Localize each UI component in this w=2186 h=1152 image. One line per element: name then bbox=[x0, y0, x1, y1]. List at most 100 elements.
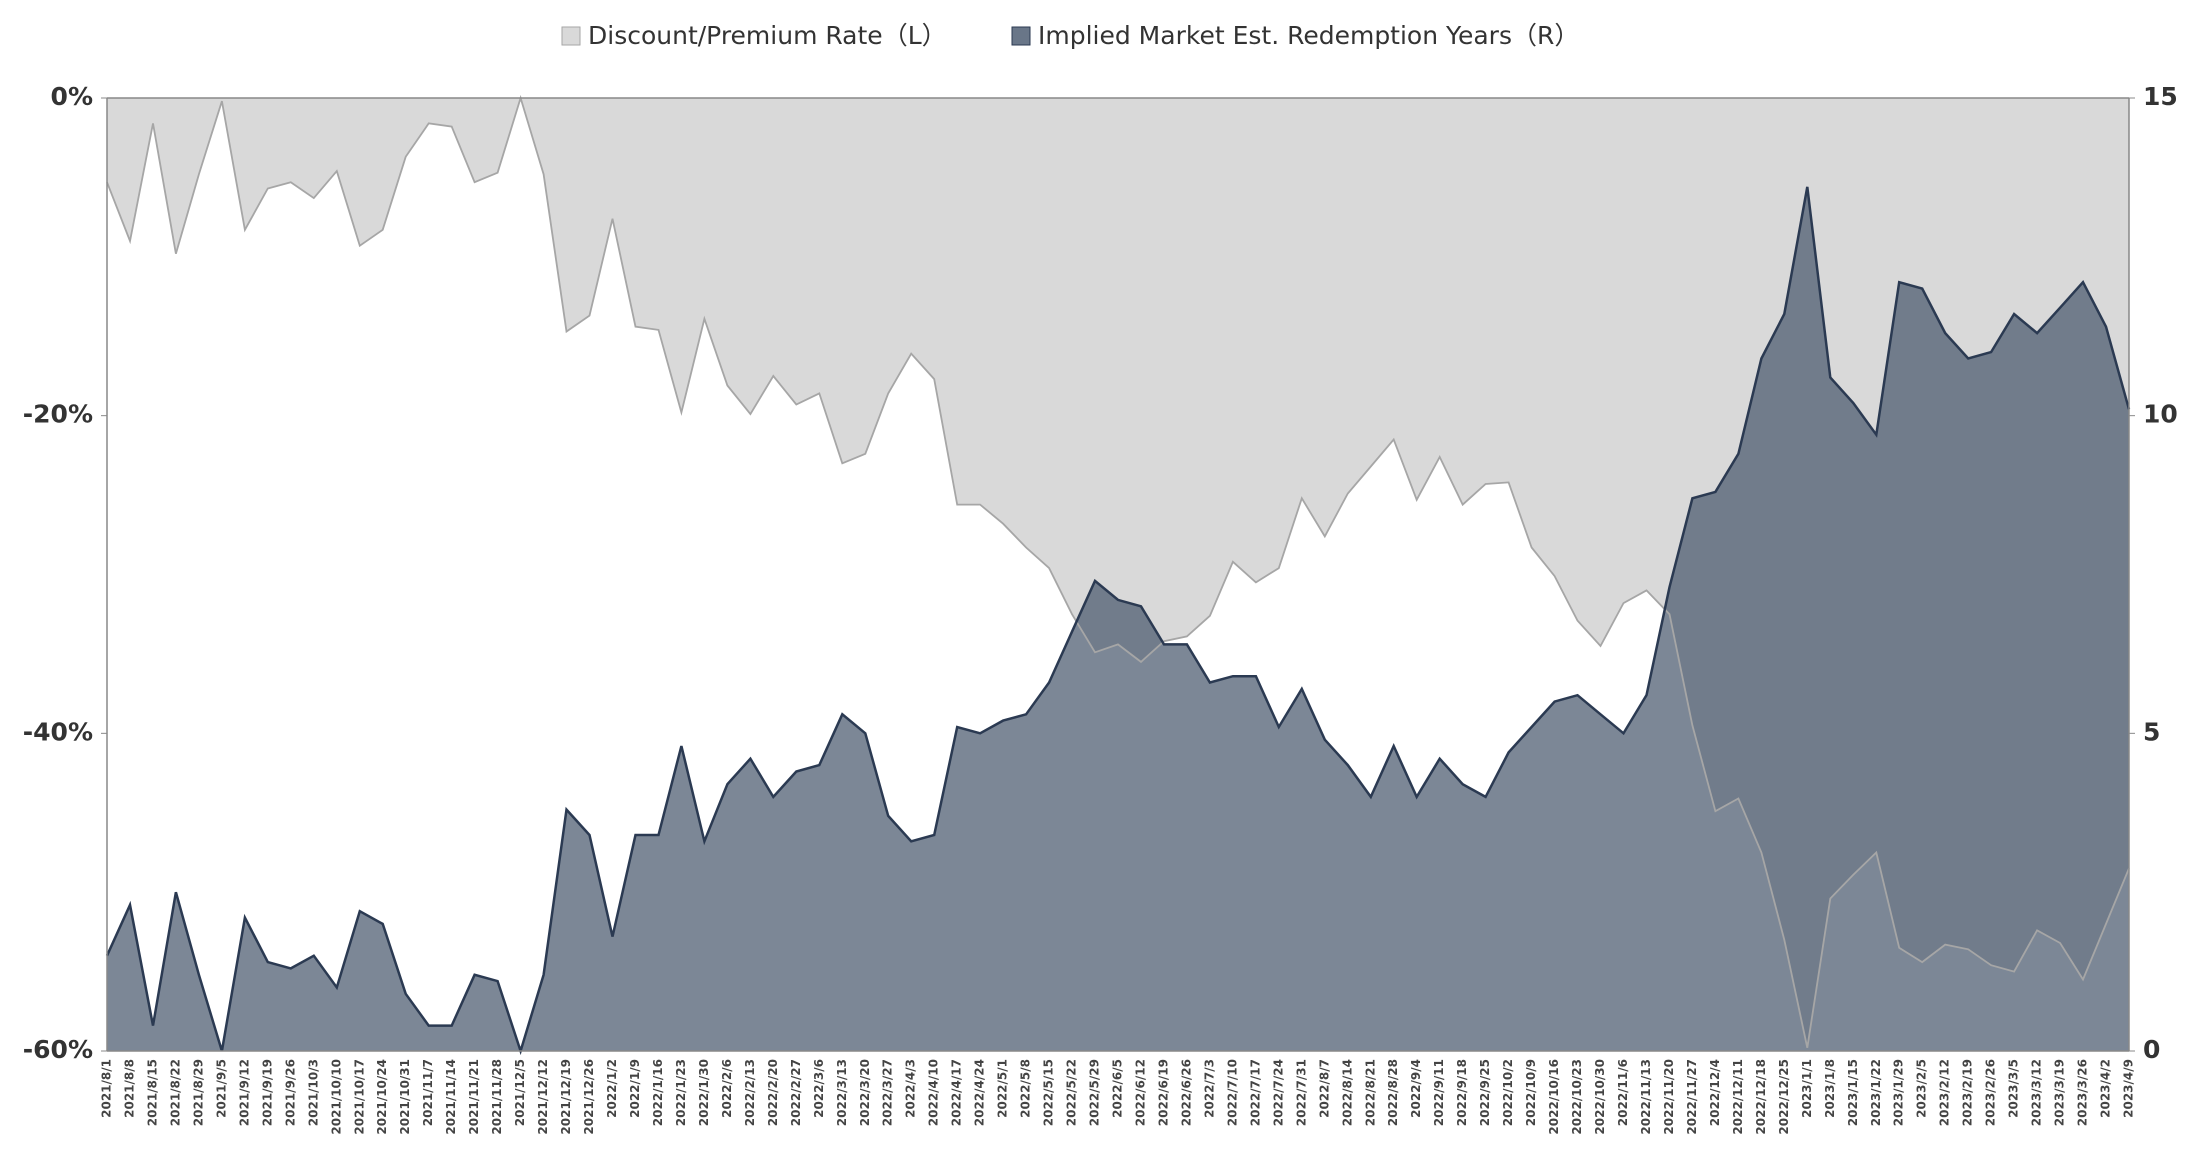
x-tick-label: 2022/4/24 bbox=[973, 1059, 987, 1126]
area bbox=[107, 98, 2129, 1048]
x-tick-label: 2022/1/16 bbox=[651, 1059, 665, 1126]
x-tick-label: 2021/8/1 bbox=[100, 1059, 114, 1118]
x-tick-label: 2022/3/27 bbox=[881, 1059, 895, 1126]
x-tick-label: 2023/3/5 bbox=[2007, 1059, 2021, 1118]
x-tick-label: 2023/3/12 bbox=[2030, 1059, 2044, 1126]
x-tick-label: 2023/4/2 bbox=[2099, 1059, 2113, 1118]
y2-tick-label: 15 bbox=[2143, 82, 2178, 111]
x-tick-label: 2021/10/24 bbox=[375, 1059, 389, 1135]
x-tick-label: 2022/3/13 bbox=[835, 1059, 849, 1126]
x-tick-label: 2022/7/24 bbox=[1271, 1059, 1285, 1126]
x-tick-label: 2022/8/14 bbox=[1340, 1059, 1354, 1126]
x-tick-label: 2022/1/2 bbox=[605, 1059, 619, 1118]
x-tick-label: 2022/12/18 bbox=[1754, 1059, 1768, 1135]
x-tick-label: 2023/1/1 bbox=[1800, 1059, 1814, 1118]
x-tick-label: 2023/1/15 bbox=[1846, 1059, 1860, 1126]
x-tick-label: 2022/12/25 bbox=[1777, 1059, 1791, 1135]
x-tick-label: 2021/12/5 bbox=[513, 1059, 527, 1126]
x-tick-label: 2022/5/22 bbox=[1065, 1059, 1079, 1126]
x-tick-label: 2021/9/12 bbox=[237, 1059, 251, 1126]
x-tick-label: 2021/10/3 bbox=[306, 1059, 320, 1126]
x-tick-label: 2022/4/17 bbox=[950, 1059, 964, 1126]
y-tick-label: -40% bbox=[23, 717, 93, 746]
x-tick-label: 2022/3/6 bbox=[812, 1059, 826, 1118]
x-tick-label: 2021/8/8 bbox=[122, 1059, 136, 1118]
x-tick-label: 2022/5/1 bbox=[996, 1059, 1010, 1118]
x-tick-label: 2022/1/9 bbox=[628, 1059, 642, 1118]
x-tick-label: 2022/9/4 bbox=[1409, 1059, 1423, 1118]
x-tick-label: 2021/10/31 bbox=[398, 1059, 412, 1135]
y2-tick-label: 0 bbox=[2143, 1035, 2160, 1064]
x-tick-label: 2022/9/18 bbox=[1455, 1059, 1469, 1126]
x-tick-label: 2021/12/26 bbox=[582, 1059, 596, 1135]
x-tick-label: 2021/11/14 bbox=[444, 1059, 458, 1135]
x-tick-label: 2022/10/2 bbox=[1501, 1059, 1515, 1126]
x-tick-label: 2023/2/19 bbox=[1961, 1059, 1975, 1126]
x-tick-label: 2023/4/9 bbox=[2122, 1059, 2136, 1118]
area bbox=[107, 186, 2129, 1051]
y-tick-label: -60% bbox=[23, 1035, 93, 1064]
x-tick-label: 2022/8/28 bbox=[1386, 1059, 1400, 1126]
x-tick-label: 2022/10/9 bbox=[1524, 1059, 1538, 1126]
x-tick-label: 2023/3/26 bbox=[2076, 1059, 2090, 1126]
x-tick-label: 2022/5/29 bbox=[1088, 1059, 1102, 1126]
legend-swatch bbox=[561, 26, 581, 46]
x-tick-label: 2022/5/8 bbox=[1019, 1059, 1033, 1118]
x-tick-label: 2021/8/22 bbox=[168, 1059, 182, 1126]
x-tick-label: 2023/1/8 bbox=[1823, 1059, 1837, 1118]
x-tick-label: 2022/4/3 bbox=[904, 1059, 918, 1118]
x-tick-label: 2022/6/5 bbox=[1111, 1059, 1125, 1118]
x-tick-label: 2022/11/6 bbox=[1616, 1059, 1630, 1126]
x-tick-label: 2022/3/20 bbox=[858, 1059, 872, 1126]
x-tick-label: 2022/1/30 bbox=[697, 1059, 711, 1126]
x-tick-label: 2022/5/15 bbox=[1042, 1059, 1056, 1126]
x-tick-label: 2022/8/7 bbox=[1317, 1059, 1331, 1118]
x-tick-label: 2022/6/12 bbox=[1133, 1059, 1147, 1126]
x-tick-label: 2022/11/13 bbox=[1639, 1059, 1653, 1135]
x-tick-label: 2022/10/30 bbox=[1593, 1059, 1607, 1135]
x-tick-label: 2023/1/29 bbox=[1892, 1059, 1906, 1126]
x-tick-label: 2022/6/26 bbox=[1179, 1059, 1193, 1126]
x-tick-label: 2023/2/12 bbox=[1938, 1059, 1952, 1126]
x-tick-label: 2022/7/17 bbox=[1248, 1059, 1262, 1126]
x-tick-label: 2021/10/10 bbox=[329, 1059, 343, 1135]
x-tick-label: 2022/10/23 bbox=[1570, 1059, 1584, 1135]
x-tick-label: 2022/9/25 bbox=[1478, 1059, 1492, 1126]
x-tick-label: 2023/2/5 bbox=[1915, 1059, 1929, 1118]
x-tick-label: 2023/3/19 bbox=[2053, 1059, 2067, 1126]
legend-label: Discount/Premium Rate（L） bbox=[588, 21, 947, 50]
x-tick-label: 2023/2/26 bbox=[1984, 1059, 1998, 1126]
x-tick-label: 2021/12/19 bbox=[559, 1059, 573, 1135]
x-tick-label: 2022/10/16 bbox=[1547, 1059, 1561, 1135]
y2-tick-label: 5 bbox=[2143, 717, 2160, 746]
series-line bbox=[105, 186, 2131, 1056]
x-tick-label: 2022/11/27 bbox=[1685, 1059, 1699, 1135]
x-tick-label: 2022/12/4 bbox=[1708, 1059, 1722, 1126]
x-tick-label: 2023/1/22 bbox=[1869, 1059, 1883, 1126]
x-tick-label: 2022/1/23 bbox=[674, 1059, 688, 1126]
series-line bbox=[106, 94, 2130, 1048]
x-tick-label: 2021/9/5 bbox=[214, 1059, 228, 1118]
x-tick-label: 2022/2/13 bbox=[743, 1059, 757, 1126]
x-tick-label: 2022/8/21 bbox=[1363, 1059, 1377, 1126]
x-tick-label: 2021/11/28 bbox=[490, 1059, 504, 1135]
y2-tick-label: 10 bbox=[2143, 400, 2178, 429]
x-tick-label: 2022/2/6 bbox=[720, 1059, 734, 1118]
x-tick-label: 2021/8/29 bbox=[191, 1059, 205, 1126]
legend-label: Implied Market Est. Redemption Years（R） bbox=[1038, 21, 1579, 50]
x-tick-label: 2022/2/20 bbox=[766, 1059, 780, 1126]
x-tick-label: 2022/11/20 bbox=[1662, 1059, 1676, 1135]
y-tick-label: 0% bbox=[51, 82, 93, 111]
x-tick-label: 2022/2/27 bbox=[789, 1059, 803, 1126]
x-tick-label: 2021/11/21 bbox=[467, 1059, 481, 1135]
x-tick-label: 2021/12/12 bbox=[536, 1059, 550, 1135]
x-tick-label: 2021/8/15 bbox=[145, 1059, 159, 1126]
x-tick-label: 2021/9/26 bbox=[283, 1059, 297, 1126]
x-tick-label: 2021/9/19 bbox=[260, 1059, 274, 1126]
x-tick-label: 2021/10/17 bbox=[352, 1059, 366, 1135]
legend-swatch bbox=[1011, 26, 1031, 46]
x-tick-label: 2021/11/7 bbox=[421, 1059, 435, 1126]
x-tick-label: 2022/7/3 bbox=[1202, 1059, 1216, 1118]
x-tick-label: 2022/6/19 bbox=[1156, 1059, 1170, 1126]
